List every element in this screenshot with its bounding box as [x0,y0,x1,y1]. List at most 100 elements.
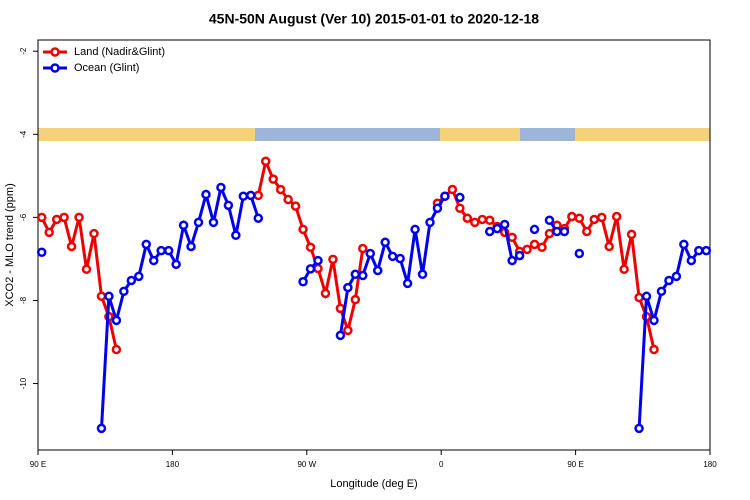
data-point [111,315,122,326]
plot-frame [37,39,711,451]
data-point [81,264,92,275]
land-band [38,128,255,141]
legend-label: Ocean (Glint) [74,62,139,74]
data-point [313,263,323,274]
y-tick-label: -8 [19,296,28,304]
data-point [656,286,667,297]
x-tick-label: 90 E [567,460,583,469]
data-point [104,291,114,302]
data-point [96,423,107,434]
data-point [36,247,47,258]
data-point [268,174,278,184]
data-point [335,330,346,341]
data-point [492,223,502,234]
data-point [305,264,316,274]
data-point [186,241,196,252]
data-point [350,294,361,305]
data-point [514,250,525,261]
data-point [111,344,122,355]
data-point [141,239,152,250]
data-point [275,184,286,195]
data-point [425,217,435,228]
data-point [178,220,189,231]
data-point [171,259,181,270]
data-point [649,315,659,326]
data-point [350,269,361,280]
data-point [395,253,405,264]
data-point [649,344,659,355]
data-point [611,211,622,222]
land-band [575,128,710,141]
data-point [634,423,644,434]
data-point [387,251,398,262]
data-point [134,271,144,282]
data-point [664,275,674,286]
data-point [298,224,308,235]
data-point [455,203,465,213]
data-point [343,282,353,293]
data-point [119,286,129,297]
data-point [96,291,107,302]
y-tick-label: -10 [19,377,28,389]
data-point [432,203,443,213]
legend-marker [50,47,60,57]
data-point [589,214,600,225]
x-tick-label: 180 [703,460,717,469]
data-point [484,215,495,226]
data-point [343,325,353,336]
chart-title: 45N-50N August (Ver 10) 2015-01-01 to 20… [209,11,539,27]
data-point [365,248,376,259]
data-point [694,245,704,256]
y-axis-label: XCO2 - MLO trend (ppm) [4,183,16,306]
data-point [455,192,465,203]
data-point [470,217,480,228]
y-tick-label: -4 [19,130,28,138]
data-point [402,278,413,289]
data-point [283,194,293,205]
data-point [126,275,137,286]
data-point [59,212,69,223]
data-point [544,215,555,226]
data-point [410,224,420,235]
data-point [701,245,712,256]
data-point [641,291,652,302]
y-tick-label: -2 [19,47,28,55]
data-point [686,255,697,266]
data-point [358,243,368,254]
data-point [320,288,331,299]
data-point [358,270,368,281]
data-point [634,292,644,303]
data-point [313,255,323,266]
data-point [522,244,532,255]
data-point [216,182,226,193]
x-tick-label: 180 [166,460,180,469]
x-tick-label: 90 W [297,460,316,469]
legend-label: Land (Nadir&Glint) [74,46,165,58]
data-point [246,190,256,201]
data-point [596,212,607,223]
data-point [89,228,99,239]
data-point [552,226,562,237]
data-point [51,214,62,225]
y-tick-label: -6 [19,213,28,221]
data-point [253,190,264,201]
data-point [567,211,577,222]
data-point [507,255,517,266]
data-point [582,226,592,237]
data-point [537,242,547,253]
data-point [626,229,637,240]
data-point [507,232,517,243]
data-point [66,241,77,252]
data-point [380,237,390,248]
data-point [328,254,338,265]
data-point [298,277,308,287]
land-band [440,128,520,141]
data-point [671,271,682,282]
data-point [477,214,488,225]
x-tick-label: 90 E [30,460,46,469]
data-point [529,239,540,250]
data-point [372,265,383,276]
data-point [619,264,629,275]
map-strip [38,128,710,141]
